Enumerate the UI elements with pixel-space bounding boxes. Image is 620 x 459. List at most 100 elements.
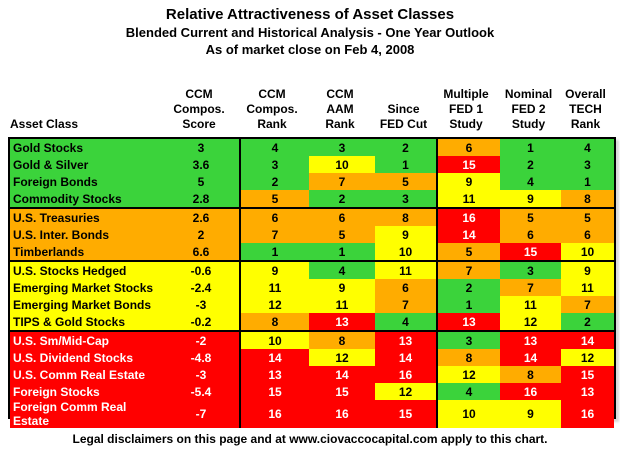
rank-cell: 9 — [436, 173, 500, 190]
table-row: TIPS & Gold Stocks -0.2 8 13 4 13 12 2 — [10, 313, 614, 330]
rank-cell: 11 — [239, 279, 309, 296]
rank-cell: 1 — [436, 296, 500, 313]
column-header-6: Nominal FED 2 Study — [504, 87, 553, 131]
rank-cell: 9 — [239, 262, 309, 279]
asset-class-table: Gold Stocks 3 4 3 2 6 1 4 Gold & Silver 3.6 3 10 1 15… — [8, 137, 616, 428]
score-cell: -4.8 — [163, 349, 239, 366]
row-group-yellow: U.S. Stocks Hedged -0.6 9 4 11 7 3 9 Emerging Ma… — [10, 262, 614, 332]
rank-cell: 9 — [500, 190, 561, 207]
rank-cell: 16 — [309, 400, 375, 428]
rank-cell: 6 — [375, 279, 436, 296]
rank-cell: 12 — [500, 313, 561, 330]
rank-cell: 3 — [561, 156, 614, 173]
rank-cell: 2 — [375, 139, 436, 156]
asset-class-cell: TIPS & Gold Stocks — [10, 313, 163, 330]
rank-cell: 15 — [309, 383, 375, 400]
asset-class-cell: U.S. Comm Real Estate — [10, 366, 163, 383]
rank-cell: 8 — [239, 313, 309, 330]
rank-cell: 14 — [436, 226, 500, 243]
title-block: Relative Attractiveness of Asset Classes… — [0, 5, 620, 58]
score-cell: 2.8 — [163, 190, 239, 207]
table-row: Foreign Bonds 5 2 7 5 9 4 1 — [10, 173, 614, 190]
rank-cell: 4 — [239, 139, 309, 156]
rank-cell: 7 — [239, 226, 309, 243]
rank-cell: 2 — [309, 190, 375, 207]
rank-cell: 4 — [375, 313, 436, 330]
rank-cell: 5 — [500, 209, 561, 226]
rank-cell: 13 — [500, 332, 561, 349]
table-row: Gold Stocks 3 4 3 2 6 1 4 — [10, 139, 614, 156]
rank-cell: 7 — [500, 279, 561, 296]
score-cell: 3 — [163, 139, 239, 156]
rank-cell: 16 — [239, 400, 309, 428]
score-cell: -5.4 — [163, 383, 239, 400]
asset-class-cell: Foreign Stocks — [10, 383, 163, 400]
column-header-5: Multiple FED 1 Study — [443, 87, 489, 131]
column-header-asset-class: Asset Class — [10, 117, 79, 131]
table-row: U.S. Comm Real Estate -3 13 14 16 12 8 15 — [10, 366, 614, 383]
rank-cell: 1 — [561, 173, 614, 190]
rank-cell: 8 — [375, 209, 436, 226]
rank-cell: 6 — [239, 209, 309, 226]
rank-cell: 9 — [500, 400, 561, 428]
rank-cell: 2 — [561, 313, 614, 330]
score-cell: -3 — [163, 296, 239, 313]
column-header-1: CCM Compos. Score — [173, 87, 225, 131]
score-cell: 3.6 — [163, 156, 239, 173]
rank-cell: 11 — [309, 296, 375, 313]
table-row: U.S. Treasuries 2.6 6 6 8 16 5 5 — [10, 209, 614, 226]
table-row: Emerging Market Stocks -2.4 11 9 6 2 7 11 — [10, 279, 614, 296]
rank-cell: 4 — [309, 262, 375, 279]
table-row: Foreign Stocks -5.4 15 15 12 4 16 13 — [10, 383, 614, 400]
rank-cell: 1 — [375, 156, 436, 173]
score-cell: -7 — [163, 400, 239, 428]
rank-cell: 11 — [561, 279, 614, 296]
rank-cell: 2 — [436, 279, 500, 296]
asset-class-cell: Emerging Market Bonds — [10, 296, 163, 313]
rank-cell: 10 — [239, 332, 309, 349]
rank-cell: 1 — [239, 243, 309, 260]
page-subtitle: Blended Current and Historical Analysis … — [125, 25, 495, 40]
score-cell: -0.2 — [163, 313, 239, 330]
rank-cell: 14 — [375, 349, 436, 366]
rank-cell: 3 — [309, 139, 375, 156]
rank-cell: 10 — [561, 243, 614, 260]
rank-cell: 4 — [561, 139, 614, 156]
rank-cell: 7 — [309, 173, 375, 190]
rank-cell: 15 — [375, 400, 436, 428]
rank-cell: 3 — [436, 332, 500, 349]
rank-cell: 12 — [561, 349, 614, 366]
rank-cell: 14 — [239, 349, 309, 366]
rank-cell: 15 — [436, 156, 500, 173]
rank-cell: 8 — [309, 332, 375, 349]
rank-cell: 11 — [436, 190, 500, 207]
row-group-orange: U.S. Treasuries 2.6 6 6 8 16 5 5 U.S. Inter. Bon… — [10, 209, 614, 262]
table-header-row: Asset Class CCM Compos. Score CCM Compos. … — [8, 78, 612, 134]
rank-cell: 14 — [561, 332, 614, 349]
rank-cell: 16 — [561, 400, 614, 428]
rank-cell: 11 — [500, 296, 561, 313]
rank-cell: 15 — [561, 366, 614, 383]
rank-cell: 14 — [500, 349, 561, 366]
rank-cell: 9 — [375, 226, 436, 243]
rank-cell: 5 — [436, 243, 500, 260]
table-row: U.S. Sm/Mid-Cap -2 10 8 13 3 13 14 — [10, 332, 614, 349]
score-cell: 2 — [163, 226, 239, 243]
rank-cell: 5 — [309, 226, 375, 243]
rank-cell: 12 — [375, 383, 436, 400]
asset-class-cell: Gold Stocks — [10, 139, 163, 156]
asset-class-cell: U.S. Sm/Mid-Cap — [10, 332, 163, 349]
rank-cell: 3 — [375, 190, 436, 207]
rank-cell: 9 — [309, 279, 375, 296]
score-cell: -2.4 — [163, 279, 239, 296]
rank-cell: 7 — [561, 296, 614, 313]
rank-cell: 5 — [239, 190, 309, 207]
rank-cell: 9 — [561, 262, 614, 279]
table-row: Timberlands 6.6 1 1 10 5 15 10 — [10, 243, 614, 260]
rank-cell: 6 — [436, 139, 500, 156]
rank-cell: 13 — [309, 313, 375, 330]
rank-cell: 13 — [561, 383, 614, 400]
rank-cell: 12 — [309, 349, 375, 366]
table-row: Emerging Market Bonds -3 12 11 7 1 11 7 — [10, 296, 614, 313]
rank-cell: 10 — [436, 400, 500, 428]
